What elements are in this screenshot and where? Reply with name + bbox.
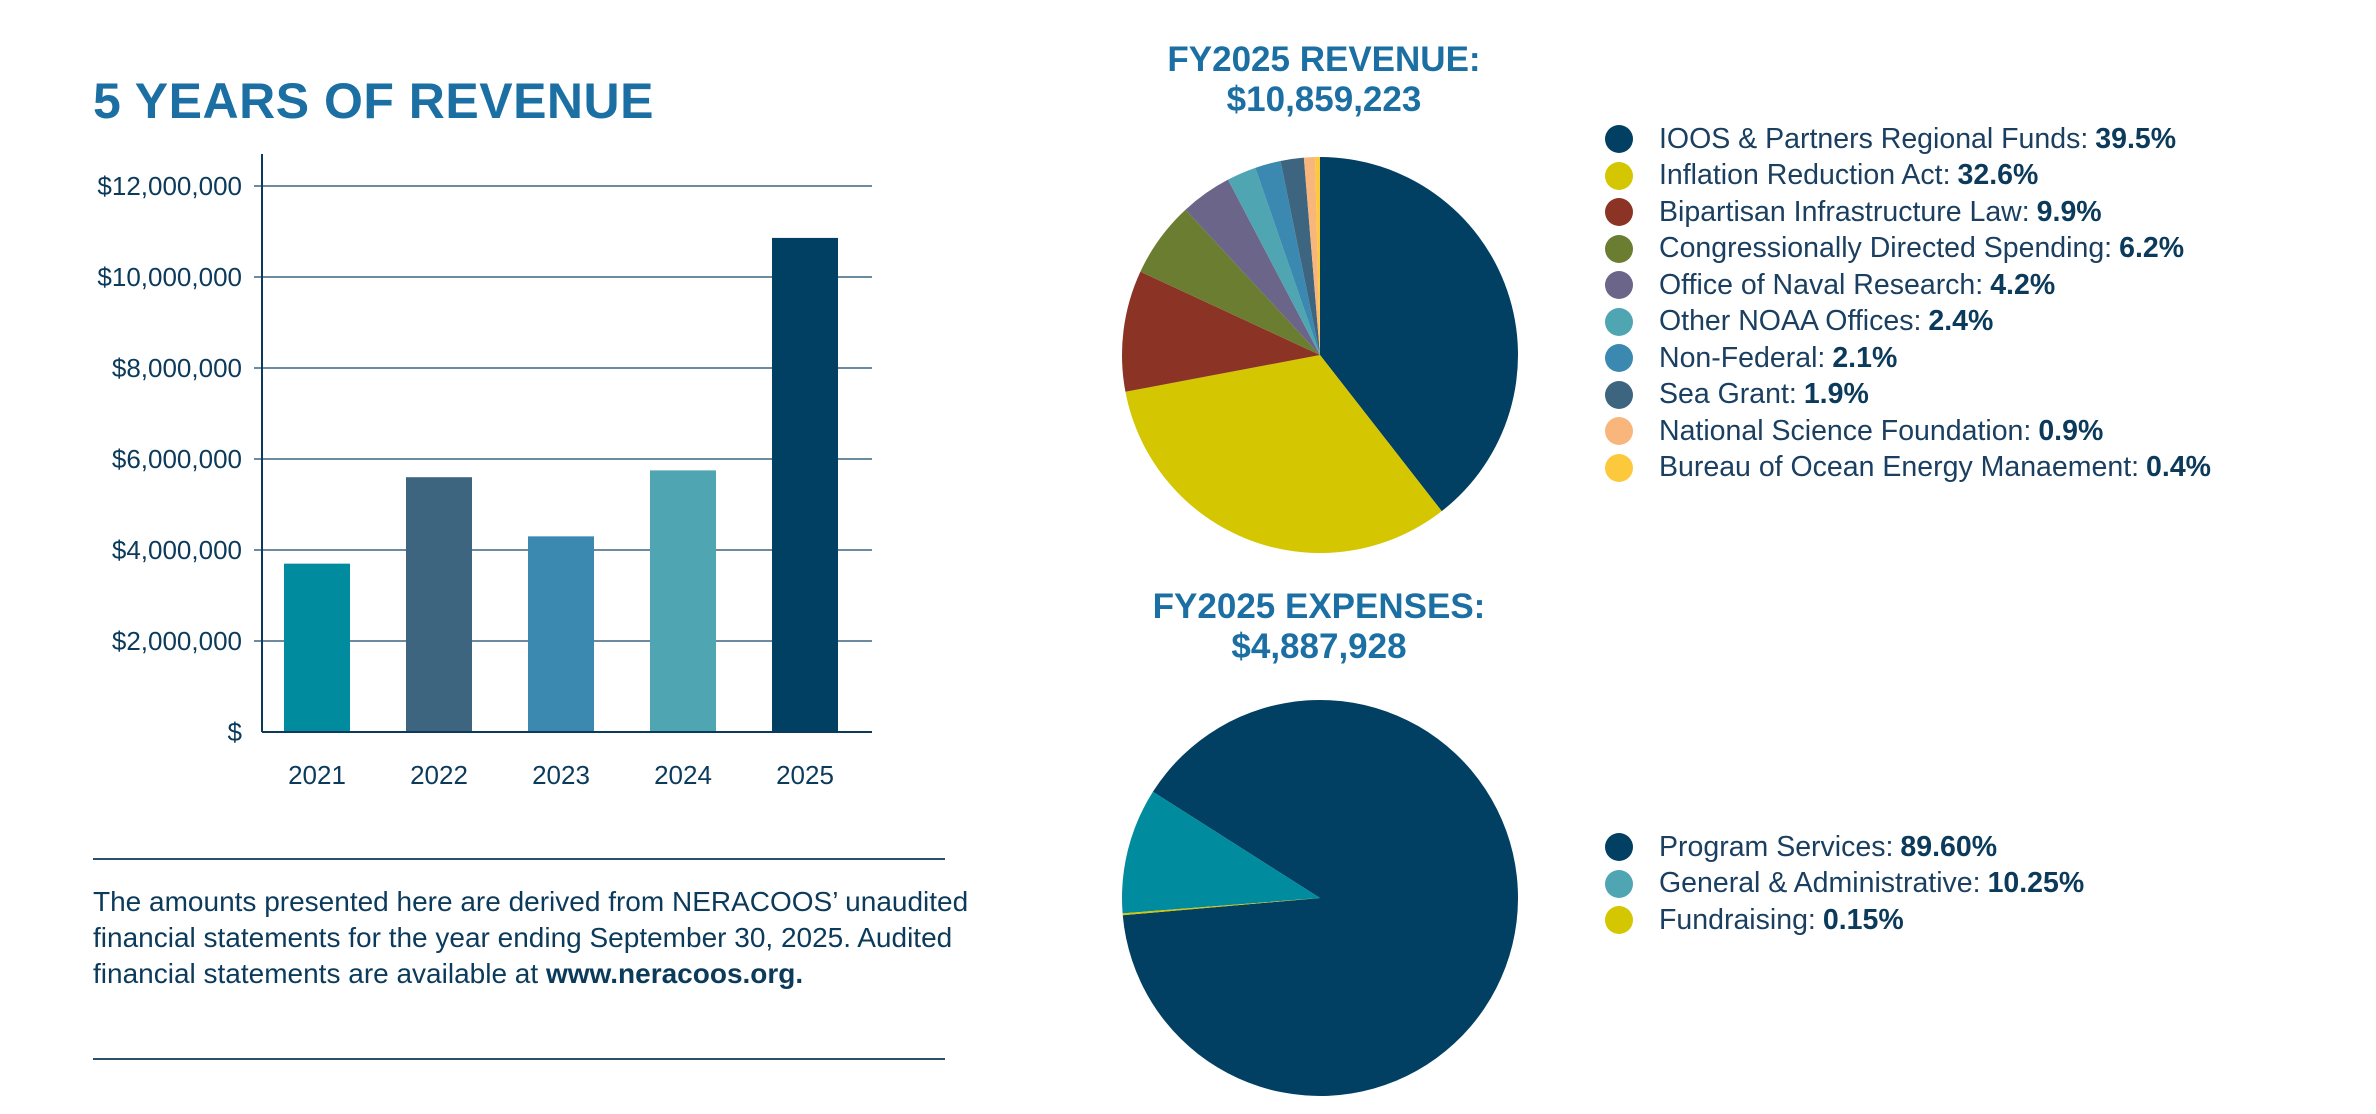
- revenue-legend-item: Congressionally Directed Spending: 6.2%: [1605, 231, 2211, 268]
- footnote: The amounts presented here are derived f…: [93, 884, 973, 992]
- legend-percent: 2.1%: [1832, 341, 1898, 374]
- expenses-pie-title: FY2025 EXPENSES:: [1152, 587, 1486, 626]
- revenue-legend-item: Other NOAA Offices: 2.4%: [1605, 304, 2211, 341]
- revenue-bar-chart: $ $2,000,000 $4,000,000 $6,000,000 $8,000,00…: [97, 154, 872, 790]
- expenses-pie-chart: [1122, 700, 1518, 1096]
- legend-percent: 0.9%: [2038, 414, 2104, 447]
- expenses-pie-heading: FY2025 EXPENSES: $4,887,928: [1059, 587, 1579, 667]
- y-tick-label: $6,000,000: [112, 444, 242, 474]
- legend-label: National Science Foundation:: [1659, 414, 2032, 447]
- legend-percent: 0.4%: [2146, 451, 2212, 484]
- x-tick-label: 2024: [654, 760, 712, 790]
- bar-2022: [406, 477, 472, 732]
- expenses-legend-item: Fundraising: 0.15%: [1605, 902, 2084, 939]
- revenue-legend-item: Office of Naval Research: 4.2%: [1605, 267, 2211, 304]
- expenses-legend-item: General & Administrative: 10.25%: [1605, 866, 2084, 903]
- pie-slice-3: [1140, 209, 1320, 355]
- bar-chart-title: 5 YEARS OF REVENUE: [93, 73, 655, 129]
- legend-swatch: [1605, 417, 1633, 446]
- revenue-legend-item: Bipartisan Infrastructure Law: 9.9%: [1605, 194, 2211, 231]
- x-tick-label: 2023: [532, 760, 590, 790]
- y-tick-label: $8,000,000: [112, 353, 242, 383]
- y-tick-label: $12,000,000: [97, 171, 242, 201]
- revenue-legend-item: Non-Federal: 2.1%: [1605, 340, 2211, 377]
- pie-slice-8: [1303, 157, 1320, 355]
- x-tick-label: 2022: [410, 760, 468, 790]
- pie-slice-2: [1122, 898, 1320, 916]
- legend-label: Sea Grant:: [1659, 378, 1797, 411]
- legend-label: Program Services:: [1659, 830, 1894, 863]
- legend-percent: 1.9%: [1803, 378, 1869, 411]
- legend-swatch: [1605, 271, 1633, 300]
- legend-label: Bureau of Ocean Energy Manaement:: [1659, 451, 2140, 484]
- pie-slice-1: [1122, 791, 1320, 914]
- legend-swatch: [1605, 833, 1633, 862]
- legend-swatch: [1605, 161, 1633, 190]
- legend-swatch: [1605, 234, 1633, 263]
- pie-slice-9: [1315, 157, 1320, 355]
- legend-label: Fundraising:: [1659, 903, 1816, 936]
- legend-swatch: [1605, 198, 1633, 227]
- revenue-legend-item: Sea Grant: 1.9%: [1605, 377, 2211, 414]
- revenue-legend-item: National Science Foundation: 0.9%: [1605, 413, 2211, 450]
- legend-label: Other NOAA Offices:: [1659, 305, 1922, 338]
- pie-slice-0: [1320, 157, 1518, 512]
- legend-swatch: [1605, 344, 1633, 373]
- legend-swatch: [1605, 453, 1633, 482]
- legend-percent: 2.4%: [1928, 305, 1994, 338]
- pie-slice-1: [1125, 355, 1442, 553]
- y-tick-label: $4,000,000: [112, 535, 242, 565]
- y-tick-label: $2,000,000: [112, 626, 242, 656]
- legend-percent: 9.9%: [2036, 195, 2102, 228]
- revenue-legend-item: IOOS & Partners Regional Funds: 39.5%: [1605, 121, 2211, 158]
- pie-slice-0: [1122, 700, 1518, 1096]
- bar-2025: [772, 237, 838, 733]
- expenses-pie-total: $4,887,928: [1231, 627, 1407, 666]
- legend-label: Congressionally Directed Spending:: [1659, 232, 2113, 265]
- footnote-link[interactable]: www.neracoos.org.: [545, 958, 804, 989]
- expenses-legend-item: Program Services: 89.60%: [1605, 829, 2084, 866]
- pie-slice-6: [1255, 160, 1320, 355]
- legend-swatch: [1605, 906, 1633, 935]
- legend-label: Inflation Reduction Act:: [1659, 159, 1951, 192]
- revenue-legend: IOOS & Partners Regional Funds: 39.5% Infl…: [1605, 121, 2211, 486]
- x-tick-label: 2021: [288, 760, 346, 790]
- legend-label: Office of Naval Research:: [1659, 268, 1984, 301]
- legend-label: General & Administrative:: [1659, 867, 1981, 900]
- legend-swatch: [1605, 869, 1633, 898]
- pie-slice-2: [1122, 271, 1320, 392]
- legend-label: Non-Federal:: [1659, 341, 1826, 374]
- y-tick-label: $10,000,000: [97, 262, 242, 292]
- expenses-legend: Program Services: 89.60% General & Adminis…: [1605, 829, 2084, 939]
- revenue-pie-chart: [1122, 157, 1518, 553]
- bar-2023: [528, 536, 594, 732]
- bar-2024: [650, 470, 716, 732]
- pie-slice-5: [1227, 167, 1320, 355]
- legend-percent: 4.2%: [1990, 268, 2056, 301]
- footnote-bottom-rule: [93, 1058, 945, 1060]
- footnote-text: The amounts presented here are derived f…: [93, 886, 969, 989]
- legend-swatch: [1605, 307, 1633, 336]
- legend-label: Bipartisan Infrastructure Law:: [1659, 195, 2030, 228]
- footnote-top-rule: [93, 858, 945, 860]
- x-tick-label: 2025: [776, 760, 834, 790]
- revenue-legend-item: Bureau of Ocean Energy Manaement: 0.4%: [1605, 450, 2211, 487]
- revenue-pie-heading: FY2025 REVENUE: $10,859,223: [1064, 40, 1584, 120]
- y-tick-label: $: [228, 717, 243, 747]
- legend-percent: 39.5%: [2095, 122, 2177, 155]
- legend-percent: 10.25%: [1987, 867, 2085, 900]
- revenue-legend-item: Inflation Reduction Act: 32.6%: [1605, 158, 2211, 195]
- pie-slice-4: [1185, 179, 1320, 355]
- legend-percent: 6.2%: [2119, 232, 2185, 265]
- legend-swatch: [1605, 380, 1633, 409]
- pie-slice-7: [1280, 157, 1320, 355]
- revenue-pie-title: FY2025 REVENUE:: [1167, 40, 1481, 79]
- legend-percent: 0.15%: [1822, 903, 1904, 936]
- revenue-pie-total: $10,859,223: [1226, 80, 1422, 119]
- bar-2021: [284, 563, 350, 732]
- legend-percent: 32.6%: [1957, 159, 2039, 192]
- legend-percent: 89.60%: [1900, 830, 1998, 863]
- legend-label: IOOS & Partners Regional Funds:: [1659, 122, 2089, 155]
- legend-swatch: [1605, 125, 1633, 154]
